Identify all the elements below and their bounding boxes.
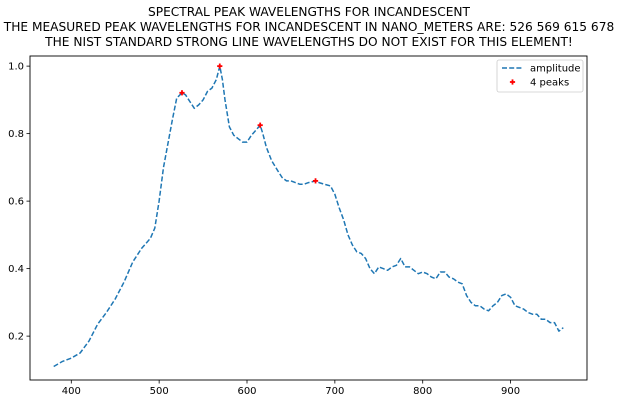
y-axis: 0.2 0.4 0.6 0.8 1.0 <box>8 62 30 343</box>
x-axis: 400 500 600 700 800 900 <box>62 380 520 397</box>
y-tick-label: 0.2 <box>8 332 24 343</box>
peak-marker <box>312 178 319 184</box>
x-tick-label: 800 <box>413 386 432 397</box>
x-tick-label: 600 <box>237 386 256 397</box>
x-tick-label: 500 <box>150 386 169 397</box>
peak-marker <box>179 90 185 96</box>
plot-area <box>53 63 564 368</box>
legend-peaks-label: 4 peaks <box>530 78 569 89</box>
series-line-amplitude <box>53 65 564 368</box>
y-tick-label: 0.6 <box>8 197 24 208</box>
peak-marker <box>217 63 223 69</box>
x-tick-label: 700 <box>325 386 344 397</box>
axes-frame <box>29 55 588 381</box>
y-tick-label: 0.4 <box>8 264 24 275</box>
legend: amplitude 4 peaks <box>496 59 584 93</box>
y-tick-label: 0.8 <box>8 129 24 140</box>
chart-subtitle-line-2: THE NIST STANDARD STRONG LINE WAVELENGTH… <box>45 35 573 50</box>
legend-peaks-swatch <box>509 79 516 85</box>
y-tick-label: 1.0 <box>8 62 24 73</box>
title-block: SPECTRAL PEAK WAVELENGTHS FOR INCANDESCE… <box>0 5 618 51</box>
chart-subtitle-line-1: THE MEASURED PEAK WAVELENGTHS FOR INCAND… <box>3 20 615 35</box>
x-tick-label: 900 <box>501 386 520 397</box>
peak-marker <box>257 122 263 128</box>
legend-amplitude-label: amplitude <box>530 64 581 75</box>
x-tick-label: 400 <box>62 386 81 397</box>
chart-title: SPECTRAL PEAK WAVELENGTHS FOR INCANDESCE… <box>148 5 470 19</box>
